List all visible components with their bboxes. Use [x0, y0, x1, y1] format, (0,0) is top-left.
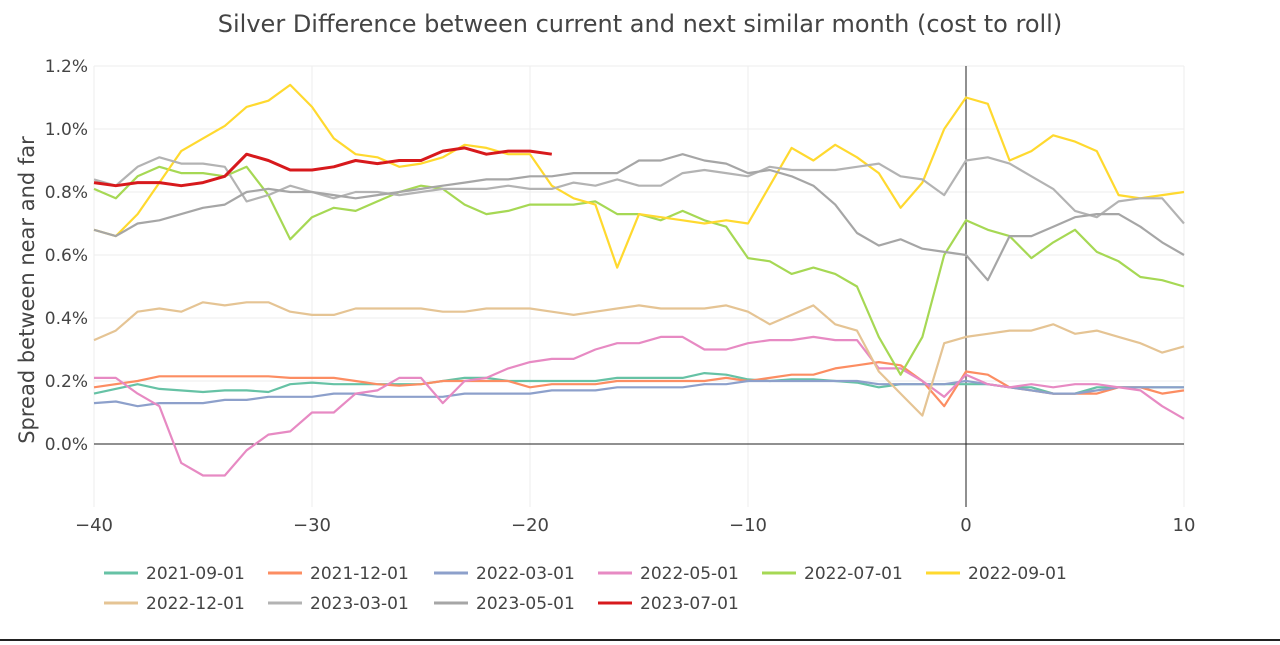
- x-tick-label: −20: [511, 515, 549, 536]
- legend-item: 2021-09-01: [104, 564, 245, 584]
- x-tick-label: −40: [75, 515, 113, 536]
- series-line-2022-12-01: [93, 301, 1185, 417]
- chart-title: Silver Difference between current and ne…: [218, 10, 1062, 38]
- legend-label: 2021-09-01: [146, 564, 245, 584]
- axes: 0.0% 0.2% 0.4% 0.6% 0.8% 1.0% 1.2% −40 −30 −20 −10…: [45, 57, 1196, 536]
- legend-label: 2022-05-01: [640, 564, 739, 584]
- legend-label: 2022-09-01: [968, 564, 1067, 584]
- x-tick-label: 10: [1173, 515, 1196, 536]
- y-tick-label: 1.0%: [45, 120, 88, 140]
- legend-item: 2022-03-01: [434, 564, 575, 584]
- y-tick-label: 1.2%: [45, 57, 88, 77]
- legend-item: 2022-09-01: [926, 564, 1067, 584]
- series-lines: [93, 83, 1185, 477]
- y-tick-label: 0.6%: [45, 246, 88, 266]
- legend-label: 2023-03-01: [310, 594, 409, 614]
- x-tick-label: −10: [729, 515, 767, 536]
- legend-item: 2023-07-01: [598, 594, 739, 614]
- series-line-2023-05-01: [93, 153, 1185, 282]
- x-tick-label: 0: [960, 515, 971, 536]
- legend-label: 2023-05-01: [476, 594, 575, 614]
- y-tick-label: 0.4%: [45, 309, 88, 329]
- series-line-2022-05-01: [94, 335, 1185, 477]
- legend-label: 2022-07-01: [804, 564, 903, 584]
- legend-label: 2022-12-01: [146, 594, 245, 614]
- legend-label: 2023-07-01: [640, 594, 739, 614]
- legend-label: 2021-12-01: [310, 564, 409, 584]
- legend-label: 2022-03-01: [476, 564, 575, 584]
- grid: [93, 65, 1185, 507]
- y-tick-label: 0.0%: [45, 435, 88, 455]
- bottom-divider: [0, 639, 1280, 641]
- legend-item: 2023-03-01: [268, 594, 409, 614]
- y-tick-label: 0.2%: [45, 372, 88, 392]
- x-tick-label: −30: [293, 515, 331, 536]
- series-line-2021-12-01: [93, 361, 1185, 408]
- y-tick-label: 0.8%: [45, 183, 88, 203]
- series-line-2022-09-01: [93, 83, 1185, 269]
- series-line-2023-03-01: [93, 156, 1185, 225]
- legend: 2021-09-01 2021-12-01 2022-03-01 2022-05-01…: [104, 564, 1067, 614]
- legend-item: 2022-07-01: [762, 564, 903, 584]
- series-line-2023-07-01: [93, 146, 553, 188]
- legend-item: 2023-05-01: [434, 594, 575, 614]
- legend-item: 2022-12-01: [104, 594, 245, 614]
- y-axis-label: Spread between near and far: [15, 136, 39, 444]
- legend-item: 2022-05-01: [598, 564, 739, 584]
- legend-item: 2021-12-01: [268, 564, 409, 584]
